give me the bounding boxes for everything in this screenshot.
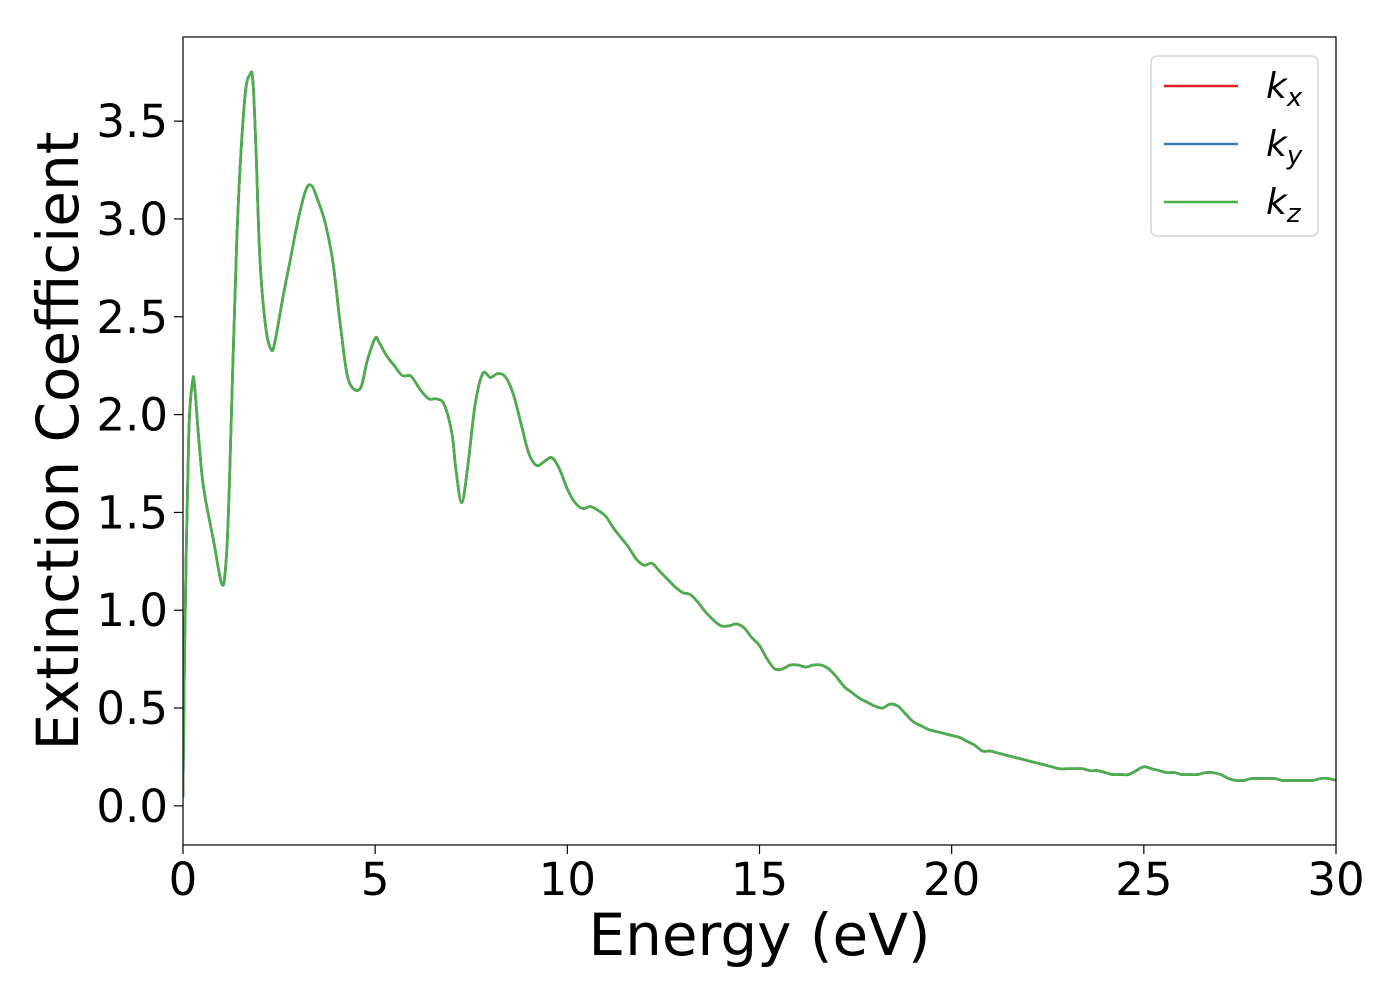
x-tick-label: 20 (923, 853, 980, 906)
legend-label-kz: kz (1266, 182, 1302, 229)
y-tick-label: 3.0 (96, 193, 168, 246)
series-layer (183, 70, 1336, 798)
y-tick-label: 1.0 (96, 584, 168, 637)
x-axis-label: Energy (eV) (588, 901, 930, 969)
legend-label-base: k (1266, 182, 1289, 223)
x-tick-label: 0 (169, 853, 198, 906)
legend-label-base: k (1266, 66, 1289, 107)
y-tick-label: 1.5 (96, 486, 168, 539)
legend-label-kx: kx (1266, 66, 1303, 113)
legend-label-base: k (1266, 124, 1289, 165)
x-tick-label: 15 (731, 853, 788, 906)
y-axis-label: Extinction Coefficient (24, 132, 92, 751)
x-tick-label: 25 (1115, 853, 1172, 906)
y-axis: 0.0 0.5 1.0 1.5 2.0 2.5 3.0 3.5 (96, 95, 183, 833)
series-line-kz (183, 70, 1336, 798)
y-tick-label: 2.5 (96, 291, 168, 344)
y-tick-label: 3.5 (96, 95, 168, 148)
legend-label-subscript: y (1286, 141, 1303, 171)
y-tick-label: 2.0 (96, 389, 168, 442)
x-tick-label: 30 (1307, 853, 1364, 906)
legend-label-subscript: x (1286, 83, 1303, 113)
legend-box (1150, 55, 1319, 237)
x-tick-label: 5 (361, 853, 390, 906)
legend-label-subscript: z (1286, 199, 1302, 229)
legend-label-ky: ky (1266, 124, 1303, 171)
y-tick-label: 0.0 (96, 780, 168, 833)
x-axis: 0 5 10 15 20 25 30 (169, 845, 1365, 906)
y-tick-label: 0.5 (96, 682, 168, 735)
x-tick-label: 10 (539, 853, 596, 906)
